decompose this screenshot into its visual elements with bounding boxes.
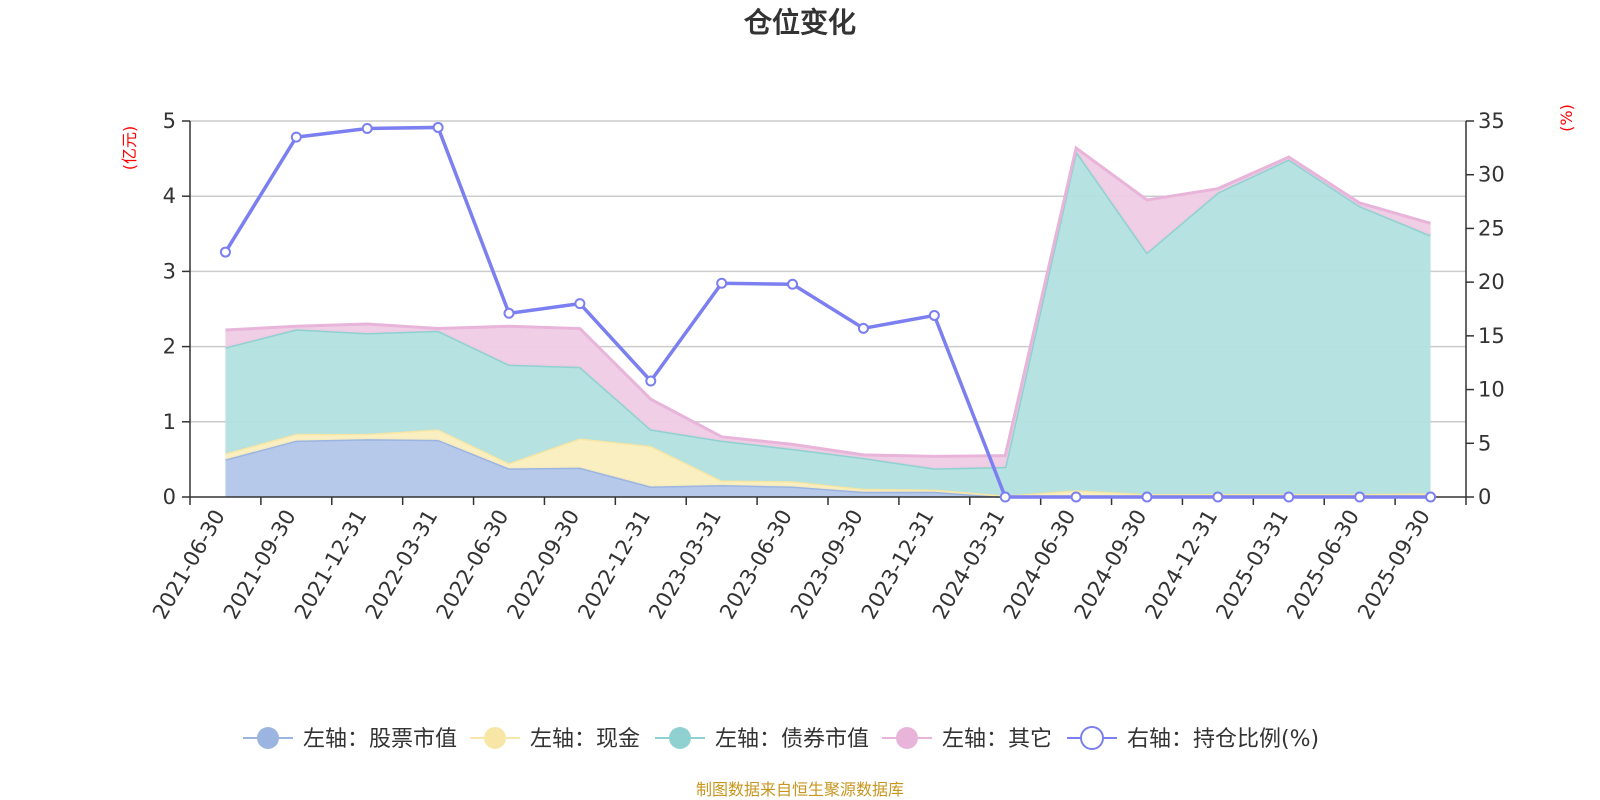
legend-item: 左轴：现金: [470, 727, 640, 752]
line-point: [219, 246, 231, 258]
x-axis-tick-label: 2025-09-30: [1353, 506, 1435, 624]
line-point: [361, 123, 373, 135]
x-axis-tick-label: 2024-03-31: [928, 505, 1010, 623]
x-axis-tick-label: 2022-12-31: [573, 506, 655, 624]
area-左轴：现金: [225, 429, 1431, 497]
legend-swatch-marker: [896, 727, 918, 749]
line-point: [1212, 491, 1224, 503]
left-axis-tick-label: 2: [163, 335, 176, 359]
left-axis-tick-label: 1: [163, 410, 176, 434]
line-path: [223, 125, 1431, 499]
right-axis-tick-label: 5: [1478, 431, 1491, 455]
x-axis-tick-label: 2024-06-30: [999, 506, 1081, 624]
x-axis-tick-label: 2022-06-30: [432, 506, 514, 624]
legend: 左轴：股票市值 左轴：现金 左轴：债券市值 左轴：其它 右轴：持仓比例(%): [243, 726, 1319, 752]
left-axis-unit: (亿元): [120, 126, 139, 171]
right-axis-tick-label: 15: [1478, 324, 1505, 348]
x-axis-tick-label: 2024-09-30: [1070, 506, 1152, 624]
line-point: [1283, 491, 1295, 503]
x-axis-tick-label: 2023-09-30: [786, 506, 868, 624]
legend-label: 左轴：其它: [942, 727, 1052, 752]
line-point: [857, 322, 869, 334]
left-axis-tick-label: 5: [163, 109, 176, 133]
left-axis-tick-label: 4: [163, 184, 176, 208]
left-axis-tick-label: 0: [163, 485, 176, 509]
x-axis-tick-label: 2023-03-31: [644, 506, 726, 624]
line-point: [645, 375, 657, 387]
right-axis-tick-label: 25: [1478, 216, 1505, 240]
stacked-areas: [225, 145, 1432, 499]
right-axis-unit: (%): [1557, 104, 1576, 132]
x-axis-tick-label: 2021-06-30: [148, 506, 230, 624]
area-左轴：股票市值: [225, 439, 1431, 497]
line-point: [290, 131, 302, 143]
right-axis-tick-label: 10: [1478, 378, 1505, 402]
data-source-note: 制图数据来自恒生聚源数据库: [696, 780, 904, 799]
x-axis-tick-label: 2021-12-31: [290, 506, 372, 624]
left-axis-tick-label: 3: [163, 259, 176, 283]
legend-label: 左轴：现金: [530, 727, 640, 752]
right-axis-tick-label: 30: [1478, 163, 1505, 187]
legend-item: 左轴：股票市值: [243, 727, 457, 752]
line-point: [1070, 491, 1082, 503]
legend-label: 左轴：债券市值: [715, 727, 869, 752]
legend-item: 左轴：债券市值: [655, 727, 869, 752]
area-edge-左轴：其它: [225, 145, 1431, 458]
line-point: [928, 309, 940, 321]
line-point: [503, 307, 515, 319]
x-axis-tick-label: 2024-12-31: [1140, 506, 1222, 624]
right-axis-tick-label: 20: [1478, 270, 1505, 294]
line-point: [999, 491, 1011, 503]
line-point: [1354, 491, 1366, 503]
x-axis-tick-label: 2023-06-30: [715, 506, 797, 624]
line-point: [574, 298, 586, 310]
line-point: [1141, 491, 1153, 503]
right-axis-tick-label: 0: [1478, 485, 1491, 509]
legend-swatch-marker: [669, 727, 691, 749]
legend-item: 右轴：持仓比例(%): [1067, 726, 1319, 752]
x-axis-tick-label: 2022-03-31: [361, 505, 443, 623]
legend-swatch-marker: [257, 727, 279, 749]
chart-title: 仓位变化: [744, 6, 856, 39]
x-axis-tick-label: 2023-12-31: [857, 505, 939, 623]
legend-swatch-marker: [1080, 726, 1104, 750]
line-point: [787, 278, 799, 290]
line-point: [716, 277, 728, 289]
line-point: [1425, 491, 1437, 503]
legend-item: 左轴：其它: [882, 727, 1052, 752]
legend-label: 右轴：持仓比例(%): [1127, 727, 1319, 752]
legend-swatch-marker: [484, 727, 506, 749]
x-axis-tick-label: 2022-09-30: [502, 506, 584, 624]
area-左轴：债券市值: [225, 151, 1431, 496]
position-ratio-line: [219, 121, 1437, 503]
x-axis-tick-label: 2021-09-30: [219, 506, 301, 624]
line-point: [432, 121, 444, 133]
x-axis-tick-label: 2025-03-31: [1211, 506, 1293, 624]
x-axis-tick-label: 2025-06-30: [1282, 506, 1364, 624]
right-axis-tick-label: 35: [1478, 109, 1505, 133]
legend-label: 左轴：股票市值: [303, 727, 457, 752]
